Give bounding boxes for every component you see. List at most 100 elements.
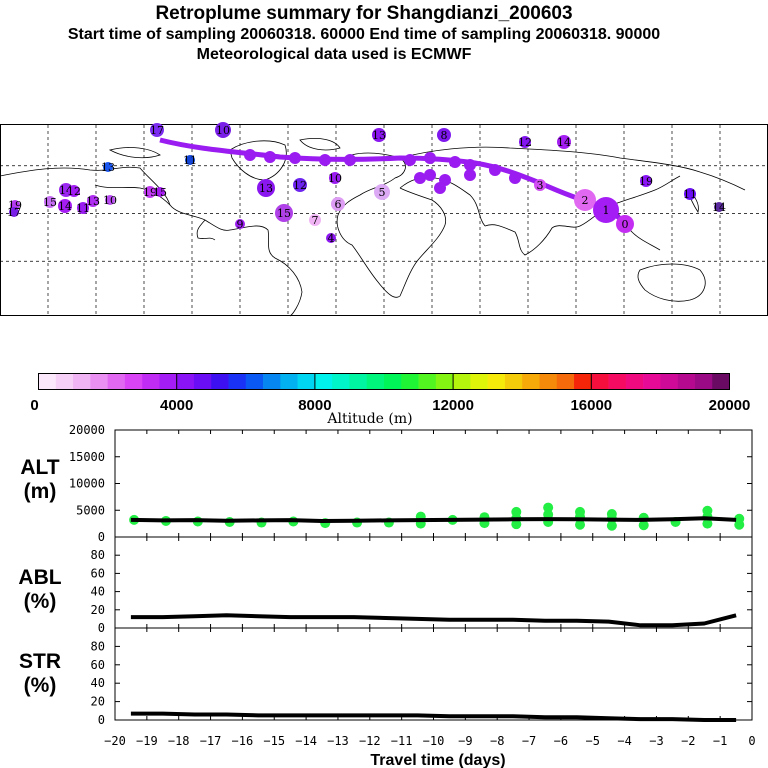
plume-marker-dot	[87, 195, 99, 207]
plume-marker: 17	[7, 206, 21, 219]
abl-series-line	[130, 613, 737, 628]
plume-marker-label: 17	[150, 124, 164, 137]
plume-marker: 15	[43, 196, 57, 209]
x-tick-label: −5	[586, 734, 600, 748]
plume-marker-dot	[44, 196, 56, 208]
colorbar-swatch	[263, 373, 281, 390]
alt-series-line	[130, 516, 737, 523]
altitude-colorbar: 0 4000 8000 12000 16000 20000	[30, 373, 750, 414]
colorbar-swatch	[677, 373, 696, 390]
colorbar-swatch	[159, 373, 177, 390]
plume-marker-dot	[150, 123, 164, 137]
alt-scatter-point	[702, 518, 713, 529]
colorbar-swatch	[487, 373, 506, 390]
plume-marker: 19	[143, 186, 157, 199]
colorbar-swatch	[176, 373, 195, 390]
meteorological-data-note: Meteorological data used is ECMWF	[196, 46, 472, 63]
plume-marker: 15	[275, 204, 293, 222]
plume-marker-label: 12	[67, 185, 81, 198]
str-series-line	[130, 711, 737, 722]
abl-axis-title: ABL (%)	[18, 566, 62, 613]
colorbar-swatch	[608, 373, 627, 390]
colorbar-tick-label: 8000	[298, 397, 331, 414]
alt-scatter-point	[511, 506, 522, 517]
plume-marker-dot	[437, 128, 451, 142]
x-tick-label: −17	[200, 734, 222, 748]
y-tick-label: 5000	[76, 503, 105, 517]
plume-marker-dot	[424, 169, 436, 181]
plume-marker-dot	[77, 202, 89, 214]
plume-marker-dot	[509, 172, 521, 184]
plume-marker-dot	[640, 175, 652, 187]
plume-marker: 19	[639, 175, 653, 188]
x-tick-label: −15	[263, 734, 285, 748]
coastlines	[0, 138, 746, 317]
alt-scatter-point	[606, 508, 617, 519]
colorbar-swatch	[55, 373, 74, 390]
y-tick-label: 10000	[69, 477, 105, 491]
plume-marker: 12	[67, 185, 81, 198]
colorbar-swatch	[142, 373, 160, 390]
plume-marker: 12	[293, 178, 307, 192]
plume-marker: 11	[76, 202, 90, 215]
alt-scatter-point	[702, 505, 713, 516]
plume-marker-dot	[103, 162, 113, 172]
y-tick-label: 80	[91, 548, 105, 562]
plume-marker-dot	[257, 179, 275, 197]
plume-marker-dot	[557, 135, 571, 149]
colorbar-swatch	[625, 373, 644, 390]
alt-scatter-point	[575, 519, 586, 530]
y-tick-label: 60	[91, 658, 105, 672]
colorbar-swatch	[712, 373, 730, 390]
colorbar-swatch	[401, 373, 419, 390]
plume-marker-dot	[329, 172, 341, 184]
plume-marker-label: 13	[372, 129, 386, 142]
plume-marker-label: 17	[7, 206, 21, 219]
plume-marker-dot	[185, 155, 195, 165]
plume-marker: 17	[150, 123, 164, 137]
plume-marker: 13	[86, 195, 100, 208]
plume-marker-label: 13	[101, 161, 115, 174]
colorbar-swatch	[591, 373, 609, 390]
x-tick-label: −6	[554, 734, 568, 748]
x-tick-label: −7	[522, 734, 536, 748]
plume-marker-dot	[235, 219, 245, 229]
plume-marker: 12	[518, 136, 532, 149]
colorbar-swatch	[107, 373, 126, 390]
plume-marker: 10	[103, 194, 117, 207]
time-series-panels: 0 5000 10000 15000 20000 0 20 40 60 80 0 20 40 60 80 −2…	[69, 423, 756, 768]
plume-marker-dot	[68, 185, 80, 197]
plume-marker-dot	[326, 233, 336, 243]
plume-marker-dot	[155, 187, 165, 197]
plume-marker-label: 6	[335, 198, 342, 211]
str-axis-title: STR (%)	[19, 650, 61, 697]
plume-marker-label: 1	[603, 204, 610, 217]
colorbar-swatch	[297, 373, 316, 390]
x-tick-label: −12	[359, 734, 381, 748]
plume-marker-dot	[684, 188, 696, 200]
plume-marker-label: 11	[76, 202, 90, 215]
panel-frame	[114, 627, 753, 721]
alt-scatter-point	[606, 520, 617, 531]
x-tick-label: −19	[136, 734, 158, 748]
plume-marker-dot	[9, 207, 19, 217]
plume-marker: 1	[593, 197, 619, 223]
x-tick-label: −18	[168, 734, 190, 748]
plume-marker-dot	[331, 197, 345, 211]
x-tick-label: −8	[490, 734, 504, 748]
plume-marker-label: 10	[103, 194, 117, 207]
colorbar-swatch	[453, 373, 471, 390]
colorbar-swatch	[90, 373, 108, 390]
colorbar-swatch	[280, 373, 298, 390]
alt-scatter-point	[638, 520, 649, 531]
plume-marker: 15	[153, 186, 167, 199]
plume-marker-dot	[319, 154, 331, 166]
plume-marker: 0	[616, 215, 634, 233]
plume-marker-dot	[714, 202, 724, 212]
colorbar-tick-label: 16000	[570, 397, 612, 414]
y-tick-label: 0	[98, 621, 105, 635]
plume-marker-dot	[464, 159, 476, 171]
plume-marker-dot	[105, 195, 115, 205]
